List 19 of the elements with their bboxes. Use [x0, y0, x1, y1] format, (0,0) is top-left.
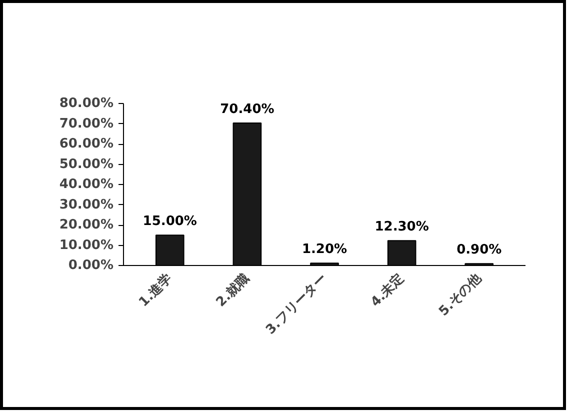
- x-tick-label: 2.就職: [212, 270, 252, 310]
- y-tick-label: 70.00%: [59, 116, 114, 132]
- y-tick-label: 50.00%: [59, 156, 114, 172]
- y-tick-label: 40.00%: [59, 177, 114, 192]
- y-tick-label: 80.00%: [59, 96, 114, 111]
- y-tick-label: 60.00%: [59, 136, 114, 152]
- y-tick-label: 10.00%: [59, 238, 114, 253]
- data-label: 70.40%: [220, 102, 274, 117]
- data-label: 15.00%: [142, 214, 197, 230]
- y-tick-label: 20.00%: [59, 218, 114, 232]
- data-label: 0.90%: [456, 242, 502, 258]
- x-tick-label: 4.未定: [368, 270, 408, 310]
- y-tick-label: 30.00%: [59, 197, 114, 212]
- x-tick-label: 5.その他: [436, 270, 486, 320]
- y-tick-label: 0.00%: [68, 258, 114, 273]
- data-label: 1.20%: [302, 242, 348, 258]
- data-label: 12.30%: [374, 220, 429, 235]
- x-tick-label: 3.フリーター: [263, 271, 330, 338]
- x-tick-label: 1.進学: [136, 271, 176, 310]
